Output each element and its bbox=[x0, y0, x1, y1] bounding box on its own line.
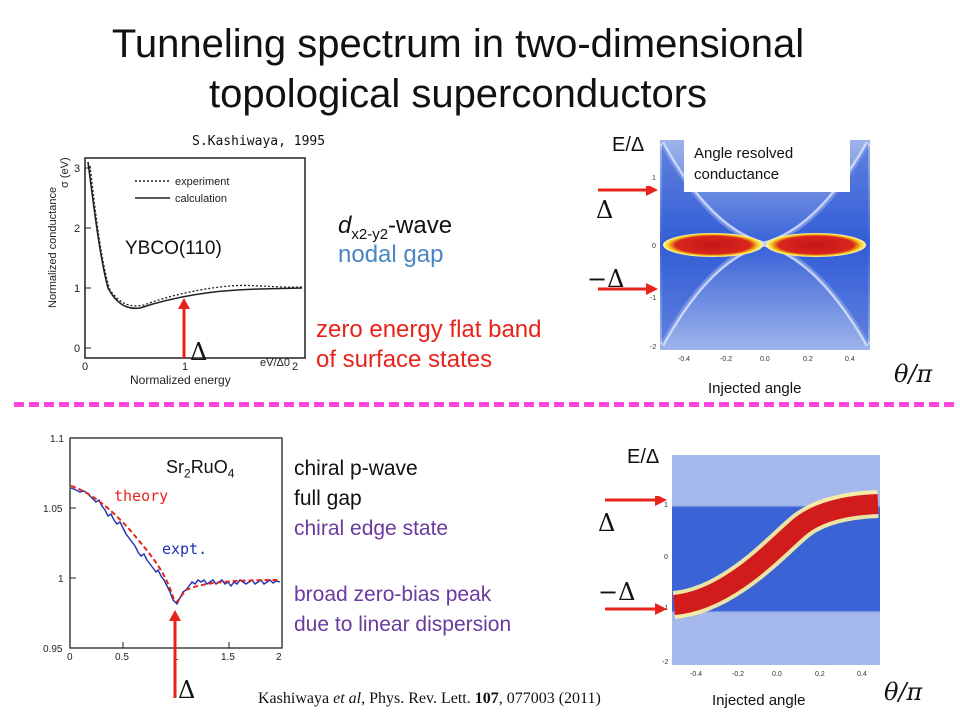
sr-xtick: 2 bbox=[276, 652, 282, 663]
ybco-legend-calculation: calculation bbox=[175, 193, 227, 205]
top-map-energy-arrows bbox=[598, 186, 658, 295]
bottom-map-delta-pos: Δ bbox=[598, 509, 616, 537]
slide-title-line1: Tunneling spectrum in two-dimensional bbox=[111, 22, 805, 66]
bottom-map-ytick: 1 bbox=[664, 502, 668, 509]
top-map-ylabel: E/Δ bbox=[612, 134, 645, 156]
top-map-ytick: 0 bbox=[652, 243, 656, 250]
ybco-xtick-2: 2 bbox=[292, 361, 298, 373]
top-map-xtick: -0.4 bbox=[678, 356, 690, 363]
ybco-calculation-curve bbox=[87, 161, 303, 310]
sr-ytick: 0.95 bbox=[43, 644, 63, 655]
sr-ytick: 1 bbox=[58, 574, 64, 585]
citation-rest: , 077003 (2011) bbox=[498, 690, 601, 707]
bottom-map-delta-neg: −Δ bbox=[598, 578, 636, 606]
ybco-xlabel-right: eV/Δ0 bbox=[260, 357, 290, 369]
bottom-angle-resolved-map: 1 0 -1 -2 -0.4 -0.2 0.0 0.2 0.4 bbox=[662, 455, 880, 678]
sr-part1: Sr bbox=[166, 457, 184, 477]
ybco-sample-label: YBCO(110) bbox=[125, 238, 222, 259]
angle-resolved-line1: Angle resolved bbox=[694, 145, 794, 162]
sr-zero-bias-arrow bbox=[169, 610, 181, 698]
dwave-suffix: -wave bbox=[388, 212, 453, 239]
citation: Kashiwaya et al, Phys. Rev. Lett. 107, 0… bbox=[258, 690, 601, 708]
dwave-label: dx2-y2-wave bbox=[338, 211, 452, 250]
sr-xtick: 1.5 bbox=[221, 652, 235, 663]
ybco-conductance-plot: 3 2 1 0 0 1 2 Normalized conductance σ (… bbox=[47, 157, 306, 387]
bottom-map-xtick: 0.4 bbox=[857, 671, 867, 678]
kashiwaya-1995-ref: S.Kashiwaya, 1995 bbox=[192, 134, 326, 149]
ybco-ylabel-unit: σ (eV) bbox=[59, 157, 71, 188]
sr-xtick: 0 bbox=[67, 652, 73, 663]
bottom-map-xlabel: Injected angle bbox=[712, 692, 806, 709]
top-map-xtick: 0.4 bbox=[845, 356, 855, 363]
top-map-ytick: 1 bbox=[652, 175, 656, 182]
bottom-map-xtick: 0.2 bbox=[815, 671, 825, 678]
ybco-ytick-1: 1 bbox=[74, 283, 80, 295]
chiral-edge-state-label: chiral edge state bbox=[294, 517, 449, 540]
sr-part2: RuO bbox=[190, 457, 228, 477]
sr-delta-symbol: Δ bbox=[178, 676, 196, 704]
flat-band-line1: zero energy flat band bbox=[316, 316, 542, 343]
top-map-xtick: 0.0 bbox=[760, 356, 770, 363]
bottom-map-edge-state-band bbox=[672, 494, 879, 615]
ybco-ytick-2: 2 bbox=[74, 223, 80, 235]
sr-sub2: 4 bbox=[227, 466, 235, 481]
ybco-ytick-0: 0 bbox=[74, 343, 80, 355]
bottom-map-ytick: 0 bbox=[664, 554, 668, 561]
bottom-map-ylabel: E/Δ bbox=[627, 446, 660, 468]
dwave-d: d bbox=[338, 212, 352, 239]
top-map-ytick: -2 bbox=[650, 344, 656, 351]
slide-title-line2: topological superconductors bbox=[208, 72, 708, 116]
broad-zbp-line2: due to linear dispersion bbox=[294, 613, 512, 636]
citation-author: Kashiwaya bbox=[258, 690, 334, 707]
sr-theory-curve bbox=[70, 485, 281, 603]
ybco-xtick-1: 1 bbox=[182, 361, 188, 373]
ybco-delta-symbol: Δ bbox=[190, 338, 208, 366]
bottom-map-xtick: 0.0 bbox=[772, 671, 782, 678]
citation-journal: , Phys. Rev. Lett. bbox=[361, 690, 475, 707]
dwave-subscript: x2-y2 bbox=[351, 225, 389, 243]
sr-expt-label: expt. bbox=[162, 540, 208, 558]
bottom-map-xunit: θ/π bbox=[884, 678, 923, 706]
sr2ruo4-sample-label: Sr2RuO4 bbox=[166, 457, 234, 481]
bottom-map-xtick: -0.4 bbox=[690, 671, 702, 678]
ybco-ytick-3: 3 bbox=[74, 163, 80, 175]
angle-resolved-line2: conductance bbox=[694, 166, 780, 183]
chiral-pwave-label: chiral p-wave bbox=[294, 457, 418, 480]
top-map-xtick: 0.2 bbox=[803, 356, 813, 363]
bottom-map-ytick: -2 bbox=[662, 659, 668, 666]
top-map-delta-pos: Δ bbox=[596, 196, 614, 224]
bottom-map-xtick: -0.2 bbox=[732, 671, 744, 678]
bottom-map-energy-arrows bbox=[605, 496, 667, 615]
ybco-experiment-curve bbox=[89, 165, 303, 307]
top-map-ytick: -1 bbox=[650, 295, 656, 302]
sr-ytick: 1.1 bbox=[50, 434, 64, 445]
top-map-xlabel: Injected angle bbox=[708, 380, 802, 397]
top-map-xunit: θ/π bbox=[894, 360, 933, 388]
section-divider bbox=[14, 402, 954, 407]
sr-ytick: 1.05 bbox=[43, 504, 63, 515]
full-gap-label: full gap bbox=[294, 487, 362, 510]
citation-volume: 107 bbox=[474, 690, 499, 707]
ybco-xtick-0: 0 bbox=[82, 361, 88, 373]
top-map-xtick: -0.2 bbox=[720, 356, 732, 363]
citation-etal: et al bbox=[333, 690, 362, 707]
ybco-ylabel: Normalized conductance bbox=[47, 187, 59, 308]
sr2ruo4-conductance-plot: 1.1 1.05 1 0.95 0 0.5 1 1.5 2 bbox=[43, 434, 283, 663]
ybco-zero-bias-arrow bbox=[178, 298, 190, 358]
broad-zbp-line1: broad zero-bias peak bbox=[294, 583, 492, 606]
nodal-gap-label: nodal gap bbox=[338, 241, 444, 268]
sr-sub1: 2 bbox=[184, 466, 191, 481]
angle-resolved-box: Angle resolved conductance bbox=[684, 140, 850, 192]
ybco-legend-experiment: experiment bbox=[175, 176, 229, 188]
top-map-lobe-left bbox=[663, 233, 763, 257]
sr-theory-label: theory bbox=[114, 487, 169, 505]
flat-band-line2: of surface states bbox=[316, 346, 493, 373]
top-map-lobe-right bbox=[766, 233, 866, 257]
sr-expt-curve bbox=[70, 487, 281, 606]
ybco-xlabel: Normalized energy bbox=[130, 373, 231, 387]
sr-xtick: 0.5 bbox=[115, 652, 129, 663]
